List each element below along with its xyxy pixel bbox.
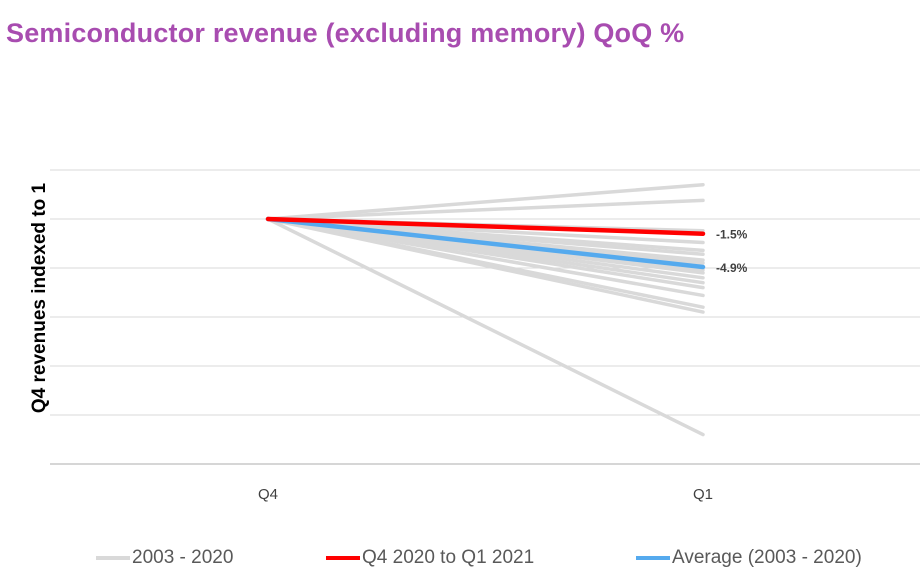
legend-label-average: Average (2003 - 2020) — [672, 547, 862, 568]
x-tick-label-q4: Q4 — [258, 486, 278, 503]
x-tick-label-q1: Q1 — [693, 486, 713, 503]
background-line-18 — [266, 217, 705, 437]
background-line-0 — [266, 182, 705, 221]
background-line-17 — [266, 217, 705, 314]
background-line-1 — [266, 198, 705, 221]
q4-2020-line — [265, 216, 706, 236]
legend-swatch-average — [636, 556, 670, 560]
legend: 2003 - 2020 Q4 2020 to Q1 2021 Average (… — [0, 547, 920, 575]
q4-2020-data-label: -1.5% — [716, 228, 748, 242]
legend-item-q4-2020: Q4 2020 to Q1 2021 — [326, 547, 534, 569]
legend-swatch-background — [96, 556, 130, 560]
chart-plot: Q4 Q1 -4.9% -1.5% — [50, 169, 920, 503]
chart-title: Semiconductor revenue (excluding memory)… — [6, 18, 685, 48]
legend-label-q4-2020: Q4 2020 to Q1 2021 — [362, 547, 535, 568]
legend-swatch-q4-2020 — [326, 556, 360, 560]
legend-item-average: Average (2003 - 2020) — [636, 547, 862, 569]
legend-item-background: 2003 - 2020 — [96, 547, 233, 569]
background-line-15 — [266, 217, 705, 298]
average-line — [265, 216, 706, 270]
average-data-label: -4.9% — [716, 261, 748, 275]
legend-label-background: 2003 - 2020 — [132, 547, 234, 568]
